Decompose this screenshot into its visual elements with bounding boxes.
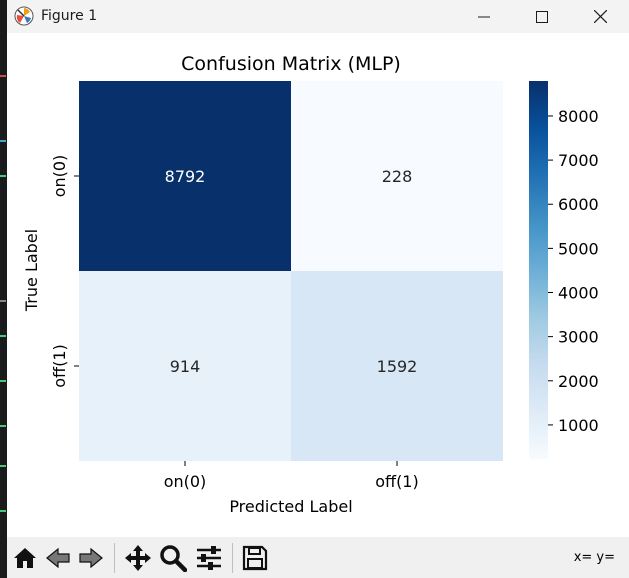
window-title: Figure 1 [41,8,98,24]
zoom-button[interactable] [159,544,187,572]
home-button[interactable] [11,544,39,572]
cell-value-label: 8792 [165,167,206,186]
back-button[interactable] [44,544,72,572]
toolbar-separator [114,543,115,573]
close-icon [593,10,607,23]
cell-value-label: 228 [382,167,413,186]
save-button[interactable] [241,544,269,572]
colorbar-tick-label: 4000 [558,284,599,303]
title-bar[interactable]: Figure 1 [7,0,629,33]
colorbar-tick-label: 1000 [558,416,599,435]
arrow-right-icon [79,547,103,569]
figure-canvas[interactable]: Confusion Matrix (MLP) 8792 228 914 1592 on… [7,33,629,537]
configure-subplots-button[interactable] [195,544,223,572]
background-editor-strip [0,0,7,578]
x-tick-label: on(0) [164,472,207,491]
x-axis-label: Predicted Label [229,497,352,516]
close-button[interactable] [571,0,629,33]
y-axis-label: True Label [22,229,41,312]
arrow-left-icon [46,547,70,569]
colorbar [529,81,548,459]
move-icon [125,545,151,571]
x-tick-label: off(1) [375,472,418,491]
minimize-icon [478,16,490,17]
colorbar-tick-label: 7000 [558,151,599,170]
maximize-button[interactable] [513,0,571,33]
coordinate-readout: x= y= [573,550,615,565]
maximize-icon [536,10,548,23]
search-icon [160,545,187,572]
home-icon [14,548,36,568]
colorbar-tick-label: 3000 [558,328,599,347]
floppy-disk-icon [242,545,268,571]
chart-title: Confusion Matrix (MLP) [181,53,401,75]
cell-value-label: 1592 [377,357,418,376]
heatmap-cell [79,271,291,461]
minimize-button[interactable] [455,0,513,33]
navigation-toolbar: x= y= [7,537,629,578]
cell-value-label: 914 [170,357,201,376]
y-tick-label: off(1) [50,344,69,387]
sliders-icon [197,546,221,570]
heatmap-cell [79,81,291,271]
colorbar-tick-label: 6000 [558,195,599,214]
heatmap-cell [291,271,503,461]
colorbar-tick-label: 2000 [558,372,599,391]
forward-button[interactable] [77,544,105,572]
matplotlib-icon [14,6,34,26]
colorbar-tick-label: 5000 [558,239,599,258]
colorbar-tick-label: 8000 [558,107,599,126]
heatmap-cell [291,81,503,271]
y-tick-label: on(0) [50,155,69,198]
pan-button[interactable] [124,544,152,572]
toolbar-separator [232,543,233,573]
confusion-matrix-chart: Confusion Matrix (MLP) 8792 228 914 1592 on… [22,53,599,516]
figure-window: Figure 1 Confusion Matrix (MLP) 8792 228 9… [7,0,629,578]
